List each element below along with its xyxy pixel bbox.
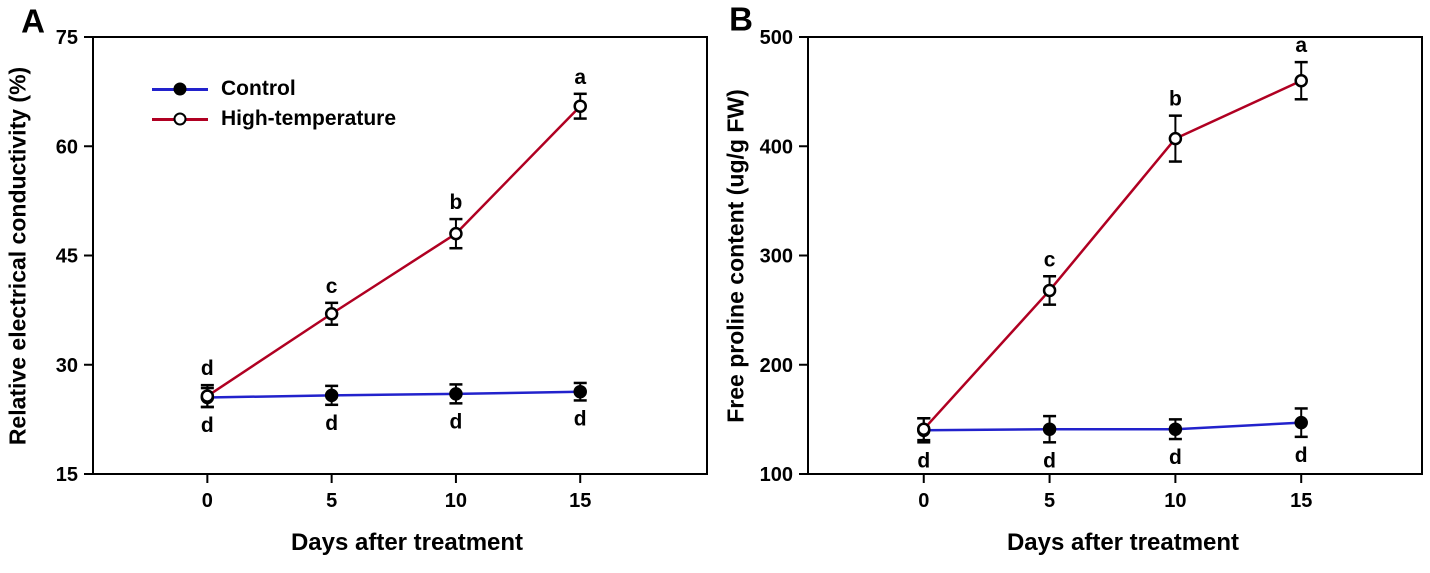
open-circle-marker-icon xyxy=(173,112,187,126)
x-tick-label: 10 xyxy=(1164,490,1186,512)
plot-border xyxy=(807,36,1423,475)
x-axis-title-panel-b: Days after treatment xyxy=(1006,529,1240,556)
y-tick-label: 60 xyxy=(56,136,78,158)
significance-letter: a xyxy=(574,66,586,89)
x-tick-label: 0 xyxy=(202,490,213,512)
series-line-control xyxy=(923,421,1302,432)
significance-letter: d xyxy=(574,407,587,430)
legend-item-high-temperature: High-temperature xyxy=(152,104,396,134)
open-circle-data-point xyxy=(1168,131,1183,146)
y-tick-label: 200 xyxy=(760,355,793,377)
open-circle-data-point xyxy=(917,422,931,436)
significance-letter: d xyxy=(201,357,214,380)
significance-letter: b xyxy=(450,191,463,214)
x-tick-label: 15 xyxy=(1290,490,1312,512)
significance-letter: d xyxy=(450,410,463,433)
x-tick-label: 0 xyxy=(918,490,929,512)
series-line-control xyxy=(207,390,581,399)
significance-letter: d xyxy=(201,414,214,437)
y-axis-title-panel-b: Free proline content (ug/g FW) xyxy=(722,89,749,423)
significance-letter: a xyxy=(1295,34,1307,57)
open-circle-data-point xyxy=(449,226,463,241)
y-tick-label: 100 xyxy=(760,464,793,486)
filled-circle-marker-icon xyxy=(173,82,187,96)
significance-letter: c xyxy=(326,275,338,298)
series-line-high-temperature xyxy=(922,79,1302,431)
open-circle-data-point xyxy=(324,307,339,321)
significance-letter: d xyxy=(1169,446,1182,469)
legend-label-control: Control xyxy=(221,77,296,100)
y-tick-label: 15 xyxy=(56,464,78,486)
panel-B: 100 200 300 400 500 0 5 10 15 d d d d c b a xyxy=(760,27,1423,512)
y-tick-label: 500 xyxy=(760,27,793,49)
open-circle-data-point xyxy=(573,99,587,113)
y-tick-label: 30 xyxy=(56,355,78,377)
y-tick-label: 300 xyxy=(760,246,793,268)
filled-circle-data-point xyxy=(449,387,463,401)
y-tick-label: 400 xyxy=(760,136,793,158)
x-tick-label: 5 xyxy=(326,490,337,512)
legend-label-high-temperature: High-temperature xyxy=(221,107,397,130)
filled-circle-data-point xyxy=(1042,422,1057,436)
legend: Control High-temperature xyxy=(152,74,396,134)
filled-circle-data-point xyxy=(1294,415,1308,430)
open-circle-data-point xyxy=(1294,73,1308,88)
significance-letter: c xyxy=(1044,248,1056,271)
legend-line-high-temperature xyxy=(152,112,208,126)
significance-letter: b xyxy=(1169,88,1182,111)
legend-line-control xyxy=(152,82,208,96)
filled-circle-data-point xyxy=(1168,422,1183,436)
open-circle-data-point xyxy=(200,389,215,403)
x-tick-label: 10 xyxy=(445,490,467,512)
significance-letter: d xyxy=(1043,449,1056,472)
filled-circle-data-point xyxy=(573,384,587,399)
panel-A: 15 30 45 60 75 0 5 10 15 d d d d d c b a xyxy=(56,27,708,512)
open-circle-data-point xyxy=(1042,283,1057,298)
significance-letter: d xyxy=(917,449,930,472)
legend-item-control: Control xyxy=(152,74,396,104)
panel-label-a: A xyxy=(21,2,45,40)
significance-letter: d xyxy=(325,412,338,435)
series-line-high-temperature xyxy=(206,105,582,398)
x-tick-label: 5 xyxy=(1044,490,1055,512)
filled-circle-data-point xyxy=(324,388,339,403)
y-axis-title-panel-a: Relative electrical conductivity (%) xyxy=(4,66,31,446)
x-tick-label: 15 xyxy=(569,490,591,512)
significance-letter: d xyxy=(1295,444,1308,467)
y-tick-label: 75 xyxy=(56,27,78,49)
panel-label-b: B xyxy=(729,0,753,38)
y-tick-label: 45 xyxy=(56,246,78,268)
x-axis-title-panel-a: Days after treatment xyxy=(290,529,524,556)
